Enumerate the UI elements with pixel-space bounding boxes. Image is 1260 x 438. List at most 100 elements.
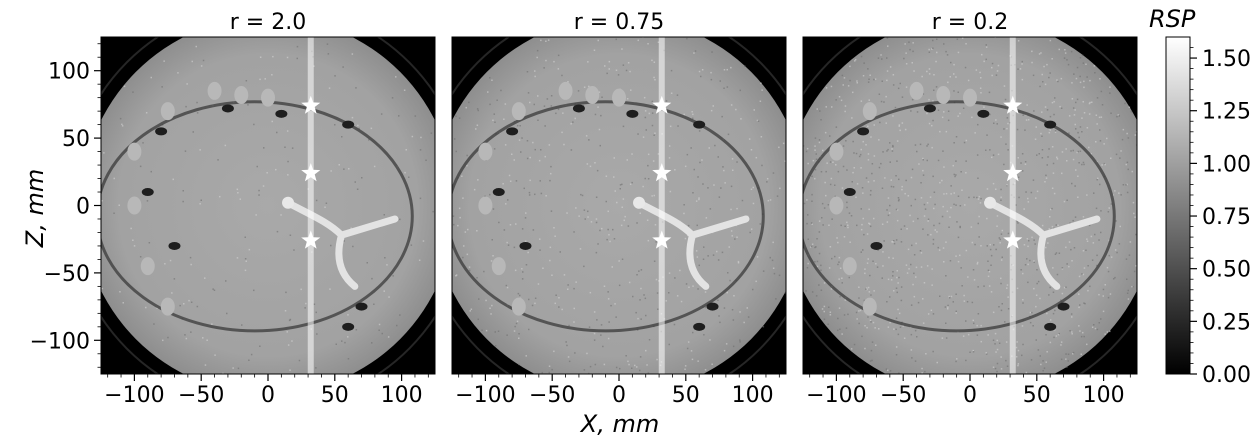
panel-2: −100 −50 0 50 100 r = 0.75 — [451, 10, 787, 408]
colorbar-tick-label: 1.50 — [1202, 47, 1251, 72]
colorbar-tick-label: 1.25 — [1202, 100, 1251, 125]
rib-spot — [862, 297, 877, 316]
air-pocket — [572, 104, 585, 113]
bone-structure — [635, 199, 750, 290]
x-tick-label: 100 — [381, 383, 423, 408]
y-tick-label: 0 — [76, 195, 90, 220]
air-pocket — [693, 322, 706, 331]
panel-title: r = 0.2 — [932, 10, 1008, 35]
y-axis-label: Z, mm — [21, 169, 49, 248]
star-marker — [301, 95, 321, 114]
rib-spot — [511, 102, 526, 121]
rib-spot — [160, 297, 175, 316]
rib-spot — [909, 81, 924, 100]
air-pocket — [168, 241, 181, 250]
air-pocket — [706, 302, 719, 311]
x-tick-label: −100 — [104, 383, 164, 408]
x-tick-label: −100 — [455, 383, 515, 408]
x-tick-label: 0 — [261, 383, 275, 408]
rib-spot — [127, 142, 142, 161]
x-tick-label: 100 — [732, 383, 774, 408]
profile-line — [658, 37, 665, 374]
air-pocket — [693, 120, 706, 129]
star-marker — [1003, 230, 1023, 249]
x-tick-label: 50 — [672, 383, 700, 408]
colorbar-label: RSP — [1149, 5, 1196, 33]
rib-spot — [963, 88, 977, 107]
air-pocket — [1057, 302, 1070, 311]
panel-title: r = 2.0 — [230, 10, 306, 35]
colorbar-tick-label: 0.75 — [1202, 205, 1251, 230]
star-marker — [301, 163, 321, 182]
tissue-boundary — [452, 100, 765, 333]
panel-1: −100 −50 0 50 100 r = 2.0 100 50 0 −50 −100 — [30, 10, 436, 408]
star-marker — [652, 163, 672, 182]
bone-head — [633, 196, 646, 209]
y-tick-label: 50 — [62, 127, 90, 152]
x-tick-label: −100 — [806, 383, 866, 408]
colorbar-gradient — [1165, 36, 1191, 375]
rib-spot — [829, 142, 844, 161]
rib-spot — [829, 196, 844, 215]
bone-head — [984, 196, 997, 209]
rib-spot — [491, 257, 506, 276]
x-tick-label: 100 — [1083, 383, 1125, 408]
profile-line — [1009, 37, 1016, 374]
phantom-body — [803, 37, 1137, 374]
bone-structure — [284, 199, 399, 290]
panel-title: r = 0.75 — [574, 10, 664, 35]
profile-line — [307, 37, 314, 374]
star-marker — [301, 230, 321, 249]
rib-spot — [842, 257, 857, 276]
air-pocket — [141, 188, 154, 197]
air-pocket — [221, 104, 234, 113]
bone-head — [282, 196, 295, 209]
air-pocket — [977, 109, 990, 118]
air-pocket — [1044, 120, 1057, 129]
rib-spot — [478, 196, 493, 215]
star-marker — [652, 230, 672, 249]
x-tick-label: 50 — [1023, 383, 1051, 408]
phantom-body — [452, 37, 786, 374]
tissue-boundary — [803, 100, 1116, 333]
air-pocket — [626, 109, 639, 118]
rib-spot — [511, 297, 526, 316]
rib-spot — [558, 81, 573, 100]
rib-spot — [478, 142, 493, 161]
x-tick-label: −50 — [880, 383, 926, 408]
ct-image — [803, 37, 1137, 374]
air-pocket — [506, 127, 519, 136]
ct-image — [452, 37, 786, 374]
air-pocket — [1044, 322, 1057, 331]
air-pocket — [923, 104, 936, 113]
air-pocket — [355, 302, 368, 311]
x-tick-label: 0 — [612, 383, 626, 408]
colorbar-tick-label: 1.00 — [1202, 152, 1251, 177]
ct-image — [101, 37, 435, 374]
air-pocket — [155, 127, 168, 136]
air-pocket — [275, 109, 288, 118]
star-marker — [652, 95, 672, 114]
air-pocket — [342, 120, 355, 129]
rib-spot — [862, 102, 877, 121]
phantom-body — [101, 37, 435, 374]
colorbar-tick-label: 0.50 — [1202, 258, 1251, 283]
rib-spot — [585, 85, 600, 104]
x-tick-label: 50 — [321, 383, 349, 408]
rib-spot — [160, 102, 175, 121]
rib-spot — [127, 196, 142, 215]
y-tick-label: 100 — [48, 60, 90, 85]
colorbar: RSP 1.50 1.25 1.00 0.75 0.50 0.25 0.00 — [1149, 5, 1251, 388]
bone-structure — [986, 199, 1101, 290]
rib-spot — [261, 88, 275, 107]
air-pocket — [857, 127, 870, 136]
y-tick-label: −100 — [30, 329, 90, 354]
rib-spot — [936, 85, 951, 104]
star-marker — [1003, 163, 1023, 182]
rib-spot — [234, 85, 249, 104]
air-pocket — [519, 241, 532, 250]
x-tick-label: 0 — [963, 383, 977, 408]
air-pocket — [843, 188, 856, 197]
rib-spot — [207, 81, 222, 100]
